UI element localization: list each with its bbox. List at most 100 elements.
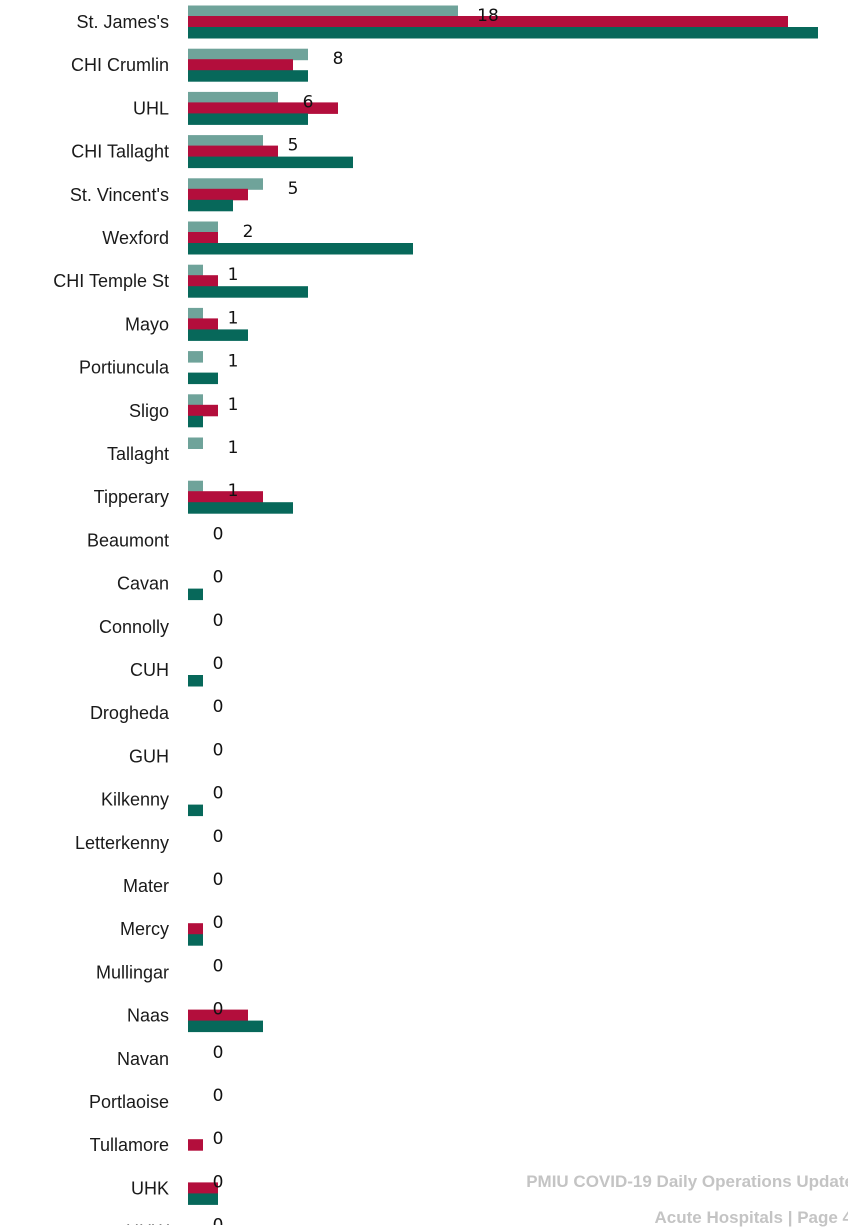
category-label: GUH — [129, 746, 169, 766]
bar — [188, 351, 203, 363]
bar — [188, 286, 308, 298]
category-label: St. Vincent's — [70, 185, 169, 205]
bar — [188, 27, 818, 39]
category-label: Portlaoise — [89, 1092, 169, 1112]
data-label: 0 — [213, 1129, 224, 1149]
data-label: 18 — [477, 6, 499, 26]
data-label: 1 — [228, 395, 239, 415]
data-label: 6 — [303, 92, 314, 112]
bar — [188, 1193, 218, 1205]
bar — [188, 221, 218, 233]
data-label: 0 — [213, 956, 224, 976]
category-label: Drogheda — [90, 703, 170, 723]
bar — [188, 275, 218, 287]
category-label: Kilkenny — [101, 790, 169, 810]
category-label: CUH — [130, 660, 169, 680]
bar — [188, 48, 308, 61]
bar — [188, 675, 203, 687]
category-label: Tullamore — [90, 1135, 169, 1155]
bar — [188, 491, 263, 503]
bar — [188, 188, 248, 201]
category-label: UHK — [131, 1178, 169, 1198]
bar — [188, 5, 458, 17]
category-label: Naas — [127, 1006, 169, 1026]
bar — [188, 135, 263, 147]
category-label: UHL — [133, 98, 169, 118]
category-label: UHW — [126, 1222, 169, 1225]
category-label: Mullingar — [96, 962, 169, 982]
category-label: Tallaght — [107, 444, 169, 464]
data-label: 0 — [213, 1000, 224, 1020]
data-label: 0 — [213, 697, 224, 717]
data-label: 1 — [228, 308, 239, 328]
bar — [188, 178, 263, 190]
category-label: Letterkenny — [75, 833, 169, 853]
data-label: 0 — [213, 784, 224, 804]
footer-page: Acute Hospitals | Page 4 — [654, 1208, 848, 1227]
bar — [188, 437, 203, 449]
data-label: 0 — [213, 1043, 224, 1063]
data-label: 2 — [243, 222, 254, 242]
footer-title: PMIU COVID-19 Daily Operations Update — [526, 1172, 848, 1191]
category-label: CHI Crumlin — [71, 55, 169, 75]
data-label: 0 — [213, 1086, 224, 1106]
category-label: CHI Temple St — [53, 271, 169, 291]
data-label: 8 — [333, 49, 344, 69]
bar — [188, 199, 233, 212]
bar — [188, 394, 203, 406]
data-label: 5 — [288, 179, 299, 199]
category-label: St. James's — [77, 12, 169, 32]
bar — [188, 307, 203, 320]
bar — [188, 145, 278, 158]
category-label: Beaumont — [87, 530, 169, 550]
bar — [188, 102, 338, 114]
bar — [188, 934, 203, 946]
data-label: 0 — [213, 524, 224, 544]
bar — [188, 480, 203, 493]
bar — [188, 1182, 218, 1194]
bar — [188, 804, 203, 817]
data-label: 0 — [213, 1216, 224, 1225]
bar — [188, 588, 203, 601]
bar — [188, 415, 203, 428]
data-label: 0 — [213, 1172, 224, 1192]
bar — [188, 232, 218, 244]
category-label: Mercy — [120, 919, 169, 939]
category-label: Tipperary — [94, 487, 169, 507]
data-label: 0 — [213, 611, 224, 631]
bar — [188, 91, 278, 104]
data-label: 0 — [213, 827, 224, 847]
category-label: Mayo — [125, 314, 169, 334]
bar — [188, 264, 203, 277]
category-label: Mater — [123, 876, 169, 896]
bar — [188, 243, 413, 255]
data-label: 1 — [228, 265, 239, 285]
data-label: 1 — [228, 352, 239, 372]
category-label: Wexford — [102, 228, 169, 248]
bar — [188, 372, 218, 385]
bar — [188, 1009, 248, 1022]
bar — [188, 1139, 203, 1151]
bar — [188, 16, 788, 28]
bar — [188, 70, 308, 82]
data-label: 0 — [213, 913, 224, 933]
category-label: Navan — [117, 1049, 169, 1069]
data-label: 0 — [213, 654, 224, 674]
data-label: 1 — [228, 481, 239, 501]
data-label: 1 — [228, 438, 239, 458]
bar — [188, 329, 248, 341]
bar — [188, 502, 293, 514]
category-label: CHI Tallaght — [71, 142, 169, 162]
data-label: 0 — [213, 568, 224, 588]
category-label: Sligo — [129, 401, 169, 421]
category-label: Connolly — [99, 617, 169, 637]
data-label: 5 — [288, 136, 299, 156]
bar — [188, 1020, 263, 1033]
category-label: Cavan — [117, 574, 169, 594]
bar — [188, 404, 218, 417]
bar — [188, 156, 353, 169]
data-label: 0 — [213, 740, 224, 760]
bar — [188, 318, 218, 330]
category-label: Portiuncula — [79, 358, 170, 378]
